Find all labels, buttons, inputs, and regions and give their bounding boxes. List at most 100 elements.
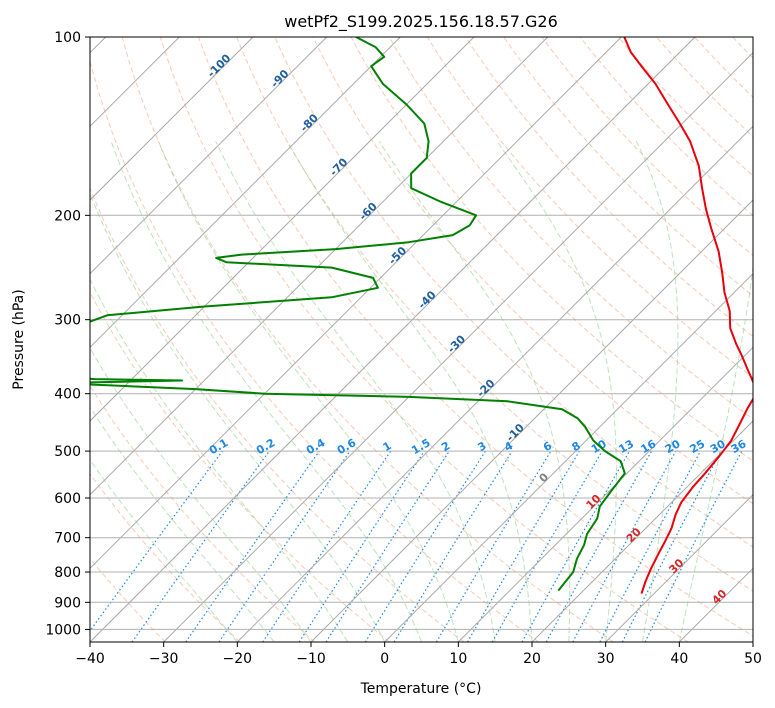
x-axis-label: Temperature (°C) [360,681,482,697]
mixing-ratio-line [521,450,631,642]
mixing-ratio-label: 8 [570,439,583,454]
dry-adiabat [541,37,753,257]
isotherm-label: -90 [268,67,291,90]
mixing-ratio-line [545,450,653,642]
isotherm [90,37,254,201]
mixing-ratio-label: 30 [708,437,728,456]
isotherm [752,641,753,642]
dry-adiabat [503,37,753,297]
isotherm [90,37,328,275]
profiles [90,37,753,594]
mixing-ratio-line [262,450,392,642]
isotherms [90,37,753,642]
dry-adiabat [90,59,540,642]
mixing-ratio-label: 1 [381,439,394,454]
isotherm [384,272,753,642]
isotherm-label: -50 [386,244,409,267]
y-tick-label: 300 [54,313,81,329]
moist-adiabat [287,141,533,642]
dry-adiabat [90,557,166,642]
plot-area: 0.1 0.2 0.4 0.6 1 1.5 2 3 4 6 8 10 13 16 20 25 30 36-100-… [90,37,753,642]
x-tick-label: 10 [449,651,467,667]
mixing-ratio-line [644,450,743,642]
dry-adiabat [90,291,390,642]
mixing-ratio-label: 0.4 [304,436,328,457]
x-tick-label: 50 [744,651,762,667]
dry-adiabat [350,37,753,462]
mixing-ratio-label: 25 [687,437,707,456]
moist-adiabat [215,141,496,642]
dry-adiabat [388,37,753,420]
isotherm-label: 30 [666,556,686,576]
mixing-ratio-label: 0.1 [207,436,230,457]
isotherm [90,37,549,496]
isotherm-label: -40 [415,288,438,311]
dry-adiabat [732,37,753,59]
y-tick-label: 200 [54,208,81,224]
mixing-ratio-label: 16 [638,437,658,456]
y-tick-label: 500 [54,444,81,460]
isotherm [90,37,475,422]
isotherm [90,37,622,570]
y-tick-label: 600 [54,491,81,507]
x-tick-label: −10 [296,651,326,667]
x-tick-label: −30 [149,651,179,667]
isotherm [605,493,753,642]
y-axis-label: Pressure (hPa) [11,289,27,389]
dry-adiabat [198,37,753,637]
dry-adiabat [274,37,753,548]
dry-adiabat [90,384,316,642]
dewpoint-profile [90,37,626,592]
chart-title: wetPf2_S199.2025.156.18.57.G26 [284,12,558,32]
isotherm-label: -100 [205,51,234,80]
isotherm-label: -30 [445,332,468,355]
mixing-ratio-label: 1.5 [409,436,432,457]
isotherm [678,567,753,642]
mixing-ratio-line [90,450,223,632]
mixing-ratio-label: 13 [616,437,636,456]
mixing-ratio-line [435,450,552,642]
mixing-ratio-line [364,450,486,642]
isotherm [163,51,753,642]
isotherm-label: -20 [474,377,497,400]
x-tick-label: −40 [75,651,105,667]
isotherm-label: 20 [624,525,644,545]
mixing-ratio-line [298,450,425,642]
isotherm-label: -60 [357,200,380,223]
mixing-ratio-label: 0.6 [335,436,359,457]
isotherm-label: 40 [709,587,729,607]
x-tick-label: 0 [380,651,389,667]
mixing-ratio-line [393,450,513,642]
isotherm [457,346,753,642]
dry-adiabat [159,37,689,642]
x-tick-label: 20 [523,651,541,667]
plot-frame [89,36,754,643]
y-tick-label: 700 [54,531,81,547]
isotherm-label: -80 [298,111,321,134]
isotherm-label: -70 [327,155,350,178]
dry-adiabat [90,186,465,642]
x-tick-label: −20 [223,651,253,667]
y-axis-ticks: 100 200 300 400 500 600 700 800 900 1000 [45,30,90,638]
dry-adiabat [121,37,614,642]
dry-adiabat [656,37,753,138]
x-tick-label: 30 [597,651,615,667]
mixing-ratio-line [621,450,722,642]
moist-adiabat [157,141,459,642]
y-tick-label: 100 [54,30,81,46]
isotherm-label: 10 [584,492,604,512]
y-tick-label: 1000 [45,622,81,638]
x-axis-ticks: −40 −30 −20 −10 0 10 20 30 40 50 [75,642,762,667]
dry-adiabat [426,37,753,379]
pressure-gridlines [90,37,753,630]
y-tick-label: 800 [54,565,81,581]
mixing-ratio-label: 0.2 [254,436,277,457]
dry-adiabat [465,37,753,338]
mixing-ratio-line [325,450,450,642]
dry-adiabat [90,472,241,642]
temperature-profile [623,37,753,594]
y-tick-label: 900 [54,595,81,611]
isotherm [90,37,401,349]
isotherm [90,37,696,642]
